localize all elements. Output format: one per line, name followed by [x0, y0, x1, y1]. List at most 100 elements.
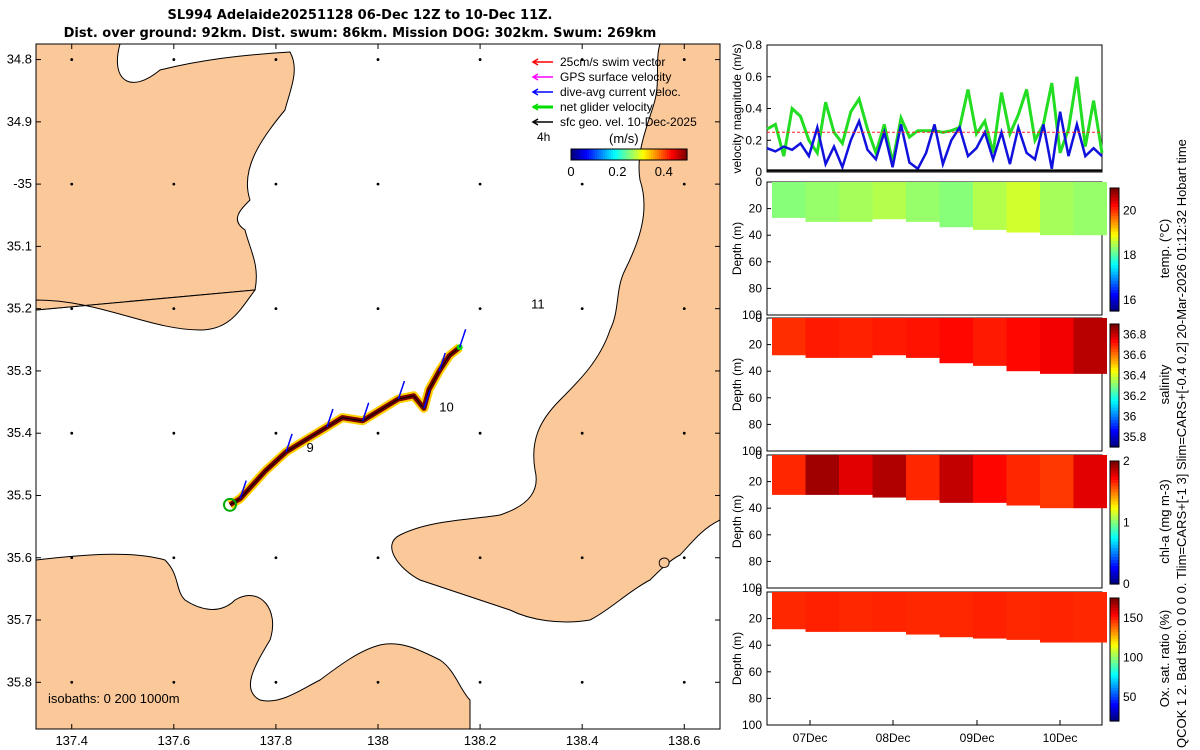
velocity-y-tick-label: 0.6 [745, 70, 762, 84]
temperature-colorbar-tick-label: 16 [1123, 293, 1137, 307]
colorbar-cell [677, 149, 680, 160]
temperature-colorbar-cell [1110, 194, 1119, 198]
temperature-y-tick-label: 0 [755, 175, 762, 189]
salinity-section-cell [805, 318, 839, 358]
temperature-colorbar-cell [1110, 218, 1119, 223]
velocity-y-tick-label: 0 [755, 165, 762, 179]
salinity-y-tick-label: 20 [749, 338, 763, 352]
isobath-dot [682, 431, 686, 435]
oxygen-colorbar-cell [1110, 634, 1119, 639]
salinity-colorbar-cell [1110, 419, 1119, 423]
colorbar-label: (m/s) [609, 131, 639, 146]
colorbar-cell [581, 149, 584, 160]
map-y-tick-label: 34.9 [7, 114, 32, 129]
plot-title-line1: SL994 Adelaide20251128 06-Dec 12Z to 10-… [167, 8, 553, 23]
colorbar-cell [631, 149, 634, 160]
salinity-colorbar-tick-label: 36.6 [1123, 348, 1147, 362]
chlorophyll-colorbar-cell [1110, 577, 1119, 582]
colorbar-cell [659, 149, 662, 160]
day-marker: 9 [307, 440, 314, 455]
temperature-colorbar-cell [1110, 258, 1119, 263]
temperature-colorbar-cell [1110, 249, 1119, 254]
plot-title-line2: Dist. over ground: 92km. Dist. swum: 86k… [63, 26, 657, 41]
isobath-dot [70, 182, 74, 186]
colorbar-tick-label: 0.4 [655, 164, 673, 179]
isobath-dot [478, 680, 482, 684]
salinity-colorbar-cell [1110, 400, 1119, 405]
temperature-colorbar-cell [1110, 227, 1119, 232]
colorbar-cell [683, 149, 686, 160]
oxygen-section-cell [1073, 592, 1107, 643]
colorbar-cell [629, 149, 632, 160]
oxygen-section-cell [839, 592, 873, 632]
colorbar-cell [661, 149, 664, 160]
colorbar-cell [615, 149, 618, 160]
salinity-section-cell [1073, 318, 1107, 374]
oxygen-colorbar-cell [1110, 717, 1119, 722]
temperature-colorbar-cell [1110, 298, 1119, 303]
salinity-colorbar-cell [1110, 431, 1119, 436]
map-y-tick-label: 35.8 [7, 674, 32, 689]
oxygen-colorbar-cell [1110, 699, 1119, 704]
oxygen-colorbar-cell [1110, 687, 1119, 691]
colorbar-cell [613, 149, 616, 160]
isobath-dot [682, 182, 686, 186]
temperature-colorbar-cell [1110, 295, 1119, 300]
colorbar-cell [619, 149, 622, 160]
chlorophyll-colorbar-cell [1110, 531, 1119, 536]
temperature-section-cell [906, 182, 940, 222]
map-land-group [36, 44, 720, 729]
chlorophyll-y-tick-label: 40 [749, 501, 763, 515]
oxygen-colorbar-cell [1110, 665, 1119, 670]
isobath-dot [274, 556, 278, 560]
isobath-dot [376, 556, 380, 560]
oxygen-colorbar-cell [1110, 681, 1119, 685]
salinity-colorbar-cell [1110, 348, 1119, 353]
temperature-colorbar-cell [1110, 243, 1119, 248]
oxygen-y-tick-label: 80 [749, 691, 763, 705]
temperature-colorbar-cell [1110, 289, 1119, 294]
salinity-y-tick-label: 80 [749, 417, 763, 431]
salinity-y-tick-label: 100 [742, 444, 762, 458]
legend-entry: net glider velocity [560, 100, 653, 114]
oxygen-colorbar-cell [1110, 696, 1119, 701]
dac-vector [458, 329, 467, 348]
colorbar-cell [681, 149, 684, 160]
isobath-dot [682, 307, 686, 311]
chlorophyll-colorbar-cell [1110, 534, 1119, 539]
colorbar-cell [639, 149, 642, 160]
salinity-colorbar-cell [1110, 440, 1119, 445]
isobath-dot [274, 680, 278, 684]
colorbar-cell [647, 149, 650, 160]
temperature-section-cell [1006, 182, 1040, 233]
chlorophyll-colorbar-cell [1110, 494, 1119, 499]
salinity-section-cell [973, 318, 1007, 366]
chlorophyll-y-tick-label: 60 [749, 528, 763, 542]
oxygen-colorbar-cell [1110, 650, 1119, 654]
salinity-colorbar-cell [1110, 367, 1119, 371]
qc-side-note: QCOK 1 2. Bad tsfo: 0 0 0 0. Tlim=CARS+[… [1174, 139, 1189, 748]
temperature-colorbar-cell [1110, 203, 1119, 208]
isobath-dot [478, 556, 482, 560]
oxygen-y-tick-label: 0 [755, 585, 762, 599]
temperature-colorbar-cell [1110, 261, 1119, 266]
isobath-dot [682, 680, 686, 684]
colorbar-cell [635, 149, 638, 160]
chlorophyll-colorbar-cell [1110, 513, 1119, 517]
map-x-tick-label: 138.2 [464, 733, 497, 748]
salinity-colorbar-cell [1110, 443, 1119, 448]
colorbar-cell [587, 149, 590, 160]
colorbar-cell [627, 149, 630, 160]
legend-scale-label: 4h [537, 130, 550, 144]
isobath-dot [580, 556, 584, 560]
chlorophyll-colorbar-cell [1110, 565, 1119, 570]
isobath-dot [70, 307, 74, 311]
map-y-tick-label: 35.1 [7, 238, 32, 253]
salinity-colorbar-cell [1110, 324, 1119, 328]
map-y-tick-label: 35.3 [7, 363, 32, 378]
salinity-colorbar-cell [1110, 425, 1119, 430]
temperature-colorbar-cell [1110, 304, 1119, 309]
map-y-tick-label: 35.2 [7, 301, 32, 316]
colorbar-cell [665, 149, 668, 160]
colorbar-cell [571, 149, 574, 160]
